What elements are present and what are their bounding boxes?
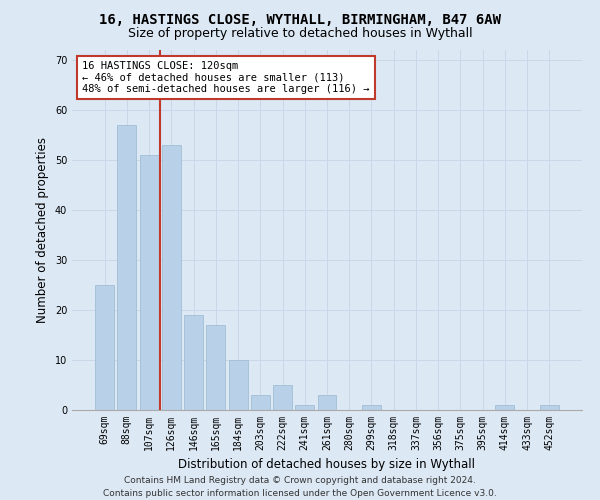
Text: Size of property relative to detached houses in Wythall: Size of property relative to detached ho… [128,28,472,40]
Bar [295,405,314,410]
Bar [251,395,270,410]
Text: 16 HASTINGS CLOSE: 120sqm
← 46% of detached houses are smaller (113)
48% of semi: 16 HASTINGS CLOSE: 120sqm ← 46% of detac… [82,61,370,94]
Bar [317,395,337,410]
Bar [496,405,514,410]
Text: 16, HASTINGS CLOSE, WYTHALL, BIRMINGHAM, B47 6AW: 16, HASTINGS CLOSE, WYTHALL, BIRMINGHAM,… [99,12,501,26]
Bar [140,155,158,410]
Bar [362,405,381,410]
X-axis label: Distribution of detached houses by size in Wythall: Distribution of detached houses by size … [179,458,476,471]
Bar [206,325,225,410]
Bar [229,360,248,410]
Bar [273,385,292,410]
Bar [184,315,203,410]
Text: Contains HM Land Registry data © Crown copyright and database right 2024.
Contai: Contains HM Land Registry data © Crown c… [103,476,497,498]
Bar [162,145,181,410]
Y-axis label: Number of detached properties: Number of detached properties [36,137,49,323]
Bar [118,125,136,410]
Bar [95,285,114,410]
Bar [540,405,559,410]
